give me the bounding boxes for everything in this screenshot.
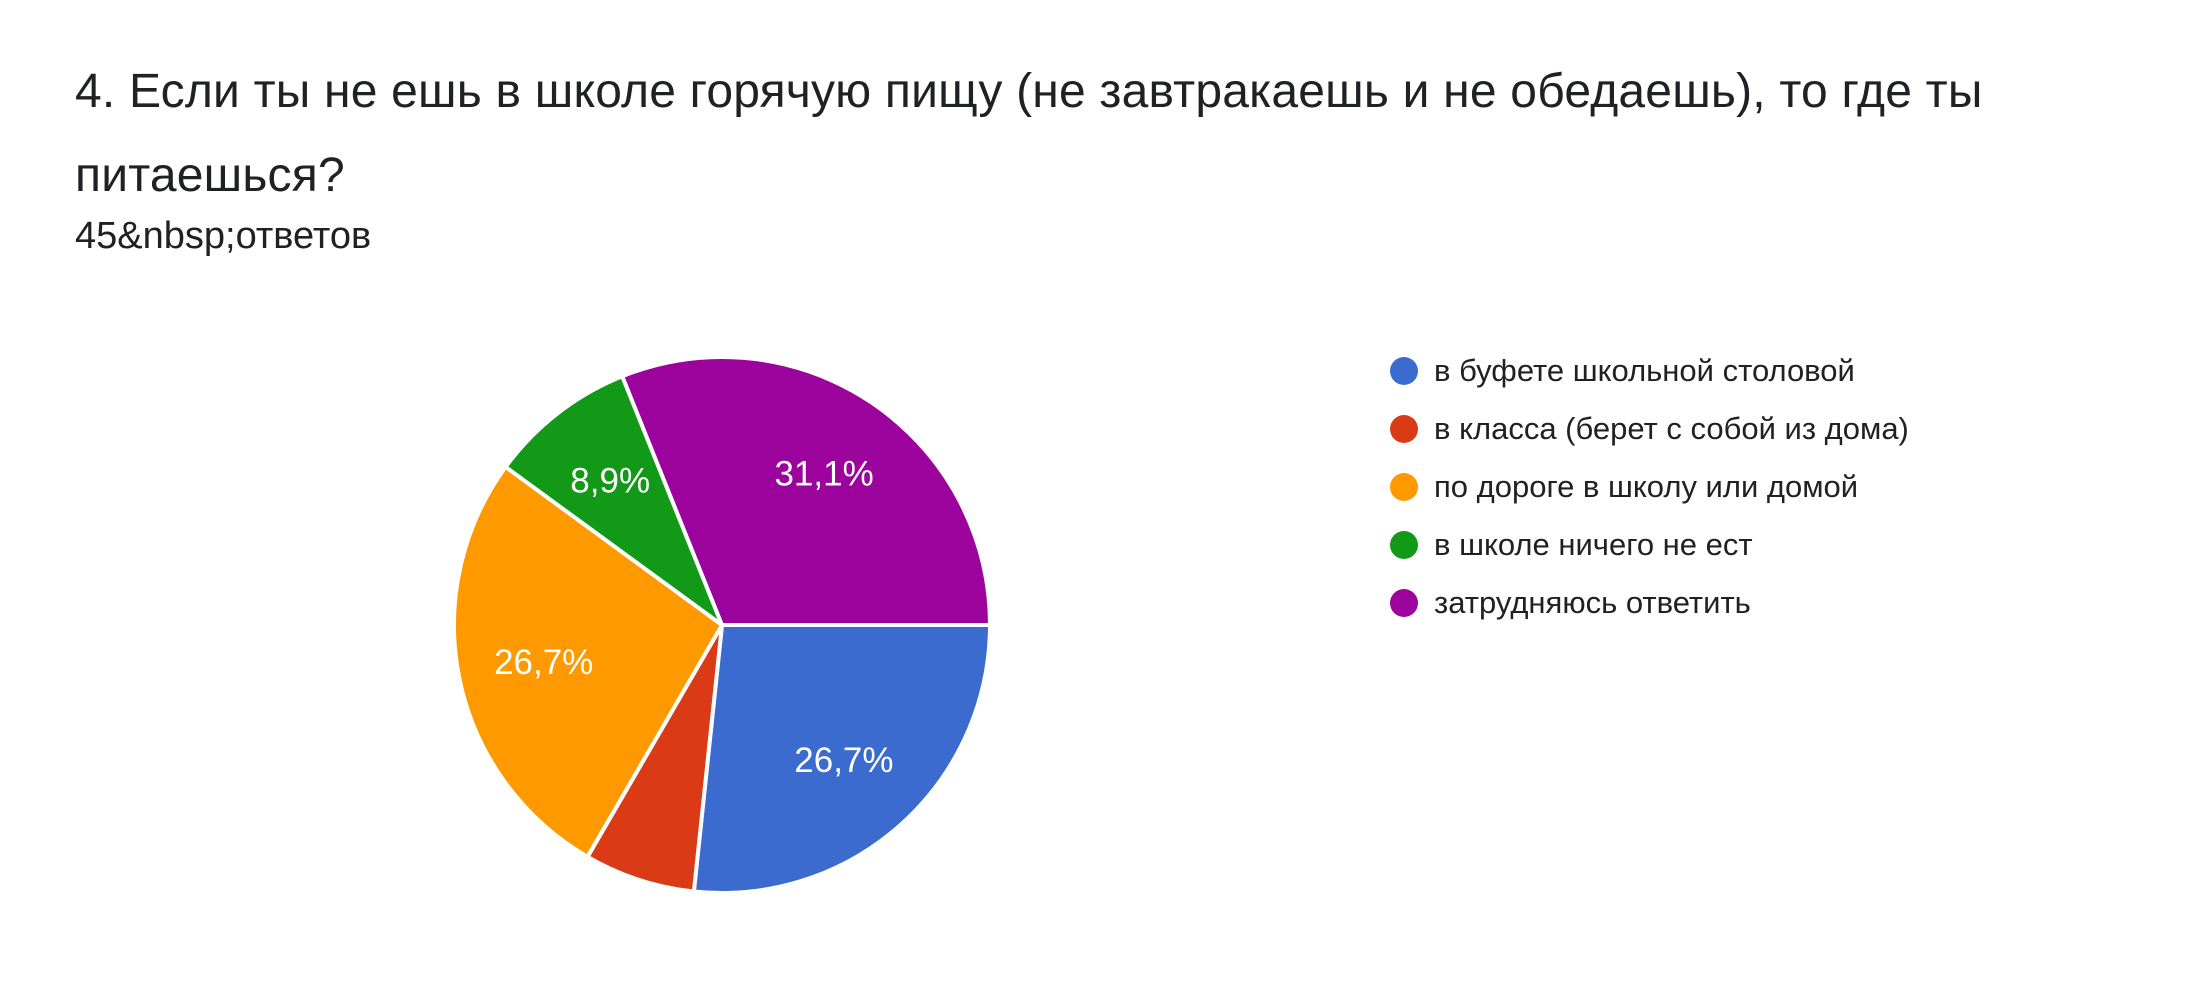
pie-slice-percentage-4: 8,9% bbox=[570, 462, 650, 501]
pie-slice-2[interactable] bbox=[585, 623, 724, 894]
legend-label: по дороге в школу или домой bbox=[1434, 469, 1859, 504]
pie-slice-percentage-3: 26,7% bbox=[494, 643, 593, 682]
pie-chart: 26,7% 26,7% 8,9% 31,1% bbox=[452, 355, 992, 895]
legend-swatch-icon bbox=[1390, 357, 1418, 385]
legend-item: по дороге в школу или домой bbox=[1390, 469, 1909, 504]
legend-swatch-icon bbox=[1390, 415, 1418, 443]
legend-item: в буфете школьной столовой bbox=[1390, 353, 1909, 388]
chart-header: 4. Если ты не ешь в школе горячую пищу (… bbox=[75, 50, 2115, 260]
legend-item: в класса (берет с собой из дома) bbox=[1390, 411, 1909, 446]
legend-swatch-icon bbox=[1390, 531, 1418, 559]
pie-slice-3[interactable] bbox=[452, 464, 724, 859]
legend-item: в школе ничего не ест bbox=[1390, 527, 1909, 562]
pie-chart-area: 26,7% 26,7% 8,9% 31,1% bbox=[422, 325, 1022, 925]
question-title: 4. Если ты не ешь в школе горячую пищу (… bbox=[75, 65, 1983, 202]
pie-slice-1[interactable] bbox=[691, 623, 992, 895]
pie-slice-5[interactable] bbox=[620, 355, 992, 627]
chart-legend: в буфете школьной столовой в класса (бер… bbox=[1390, 353, 1909, 620]
legend-label: в класса (берет с собой из дома) bbox=[1434, 411, 1909, 446]
legend-item: затрудняюсь ответить bbox=[1390, 585, 1909, 620]
legend-label: в буфете школьной столовой bbox=[1434, 353, 1855, 388]
legend-label: в школе ничего не ест bbox=[1434, 527, 1753, 562]
pie-slice-percentage-1: 26,7% bbox=[794, 741, 893, 780]
legend-swatch-icon bbox=[1390, 473, 1418, 501]
legend-swatch-icon bbox=[1390, 589, 1418, 617]
legend-label: затрудняюсь ответить bbox=[1434, 585, 1751, 620]
responses-count: 45&nbsp;ответов bbox=[75, 215, 372, 257]
pie-slice-percentage-5: 31,1% bbox=[774, 455, 873, 494]
pie-slice-4[interactable] bbox=[503, 374, 724, 627]
